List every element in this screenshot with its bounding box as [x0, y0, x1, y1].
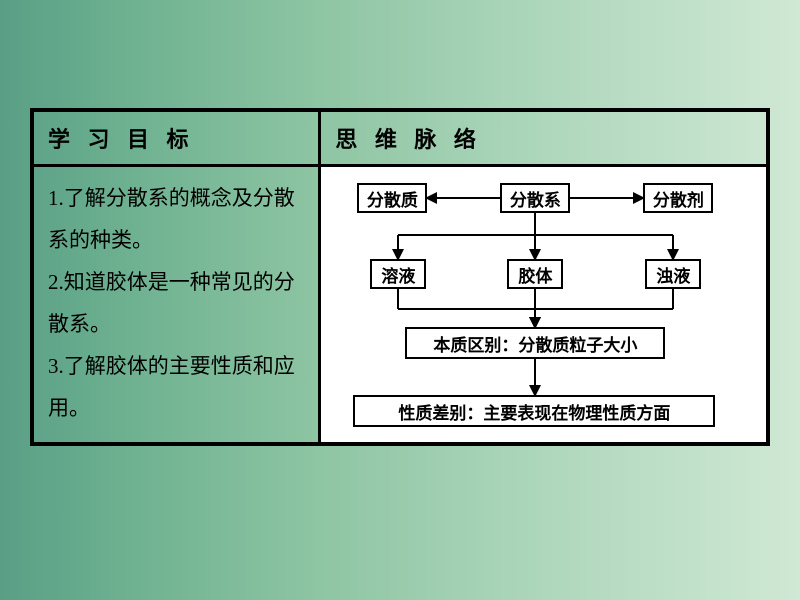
node-n8: 性质差别：主要表现在物理性质方面 [353, 395, 715, 427]
slide: 学 习 目 标 思 维 脉 络 1.了解分散系的概念及分散系的种类。 2.知道胶… [0, 0, 800, 600]
diagram-cell: 分散质 分散系 分散剂溶液 胶体 浊液本质区别：分散质粒子大小性质差别：主要表现在物理性… [320, 166, 768, 445]
node-n7: 本质区别：分散质粒子大小 [405, 327, 665, 359]
node-n6: 浊液 [645, 259, 701, 289]
objective-1: 1.了解分散系的概念及分散系的种类。 [48, 177, 304, 261]
objectives-cell: 1.了解分散系的概念及分散系的种类。 2.知道胶体是一种常见的分散系。 3.了解… [32, 166, 320, 445]
objectives-list: 1.了解分散系的概念及分散系的种类。 2.知道胶体是一种常见的分散系。 3.了解… [48, 177, 304, 429]
node-n4: 溶液 [370, 259, 426, 289]
main-table: 学 习 目 标 思 维 脉 络 1.了解分散系的概念及分散系的种类。 2.知道胶… [30, 108, 770, 446]
node-n3: 分散剂 [643, 183, 713, 213]
header-objectives: 学 习 目 标 [32, 110, 320, 166]
dispersion-flowchart: 分散质 分散系 分散剂溶液 胶体 浊液本质区别：分散质粒子大小性质差别：主要表现在物理性… [335, 177, 735, 432]
node-n2: 分散系 [500, 183, 570, 213]
node-n5: 胶体 [507, 259, 563, 289]
header-mindmap: 思 维 脉 络 [320, 110, 768, 166]
diagram-edges [335, 177, 735, 432]
objective-2: 2.知道胶体是一种常见的分散系。 [48, 261, 304, 345]
node-n1: 分散质 [357, 183, 427, 213]
objective-3: 3.了解胶体的主要性质和应用。 [48, 345, 304, 429]
